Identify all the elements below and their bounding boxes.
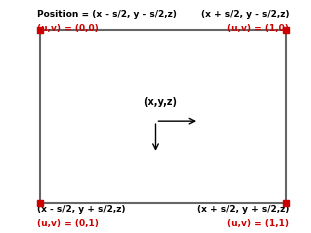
Text: (x + s/2, y + s/2,z): (x + s/2, y + s/2,z) [197, 205, 289, 214]
Text: (u,v) = (1,1): (u,v) = (1,1) [227, 219, 289, 228]
Bar [40, 30, 286, 203]
Text: (u,v) = (1,0): (u,v) = (1,0) [227, 24, 289, 33]
Text: (x + s/2, y - s/2,z): (x + s/2, y - s/2,z) [201, 10, 289, 19]
Text: Position = (x - s/2, y - s/2,z): Position = (x - s/2, y - s/2,z) [37, 10, 177, 19]
Text: (x,y,z): (x,y,z) [143, 97, 177, 107]
Text: (x - s/2, y + s/2,z): (x - s/2, y + s/2,z) [37, 205, 126, 214]
Text: (u,v) = (0,0): (u,v) = (0,0) [37, 24, 99, 33]
Text: (u,v) = (0,1): (u,v) = (0,1) [37, 219, 99, 228]
